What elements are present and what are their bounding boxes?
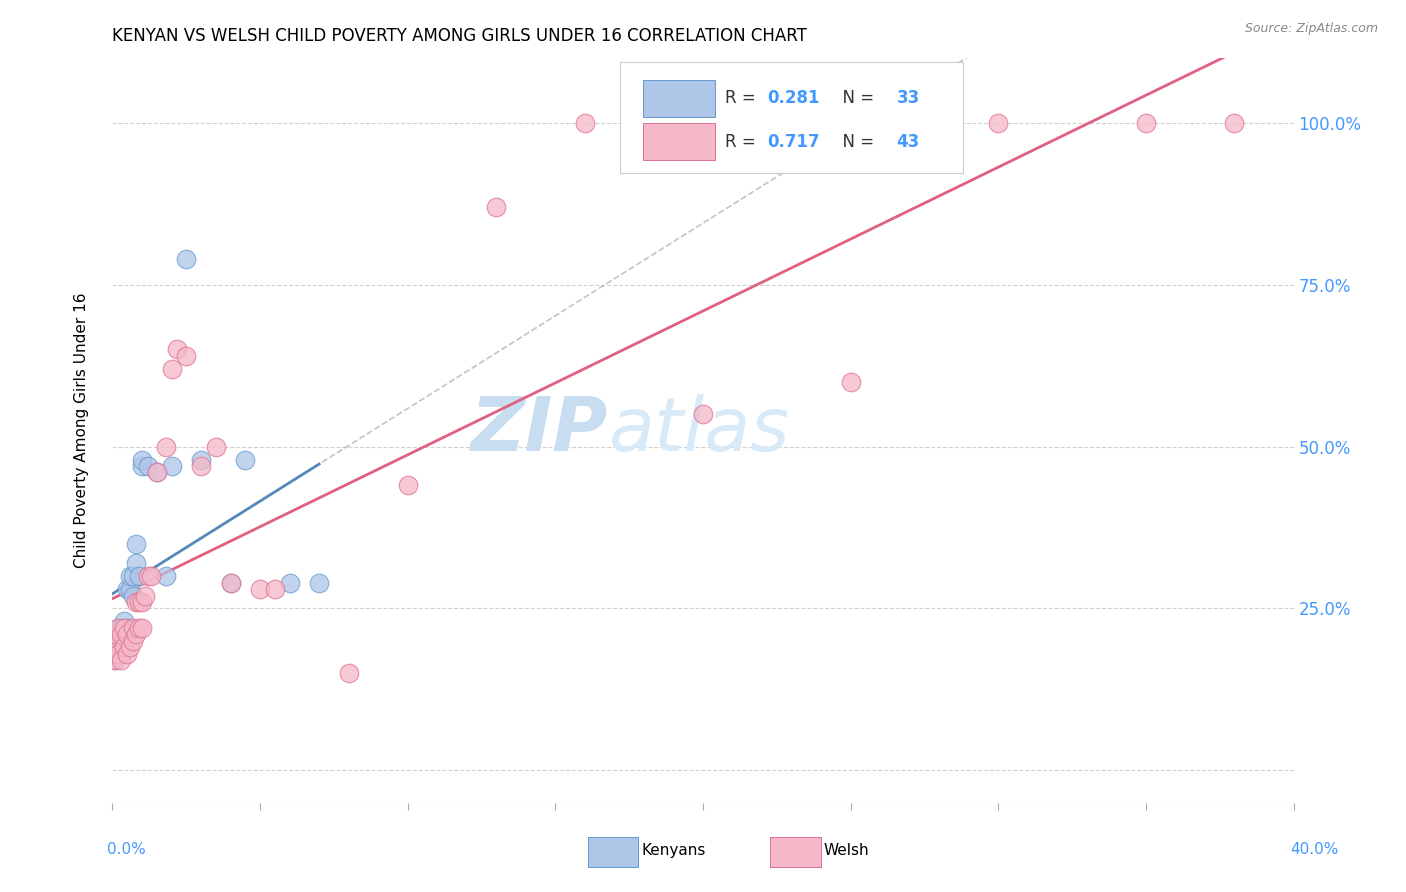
Point <box>122 633 145 648</box>
Point <box>112 621 135 635</box>
Point <box>104 653 127 667</box>
Point <box>112 640 135 655</box>
Point <box>112 615 135 629</box>
Point <box>485 200 508 214</box>
Point <box>205 440 228 454</box>
Point <box>146 466 169 480</box>
Point <box>337 666 360 681</box>
Point <box>125 556 148 570</box>
Point <box>134 589 156 603</box>
Point <box>104 627 127 641</box>
Point <box>1223 116 1246 130</box>
Text: 0.717: 0.717 <box>766 133 820 151</box>
Point <box>112 640 135 655</box>
Point <box>110 621 132 635</box>
Point <box>117 633 138 648</box>
Point <box>104 653 127 667</box>
Text: 40.0%: 40.0% <box>1291 842 1339 856</box>
Point <box>107 640 129 655</box>
Point <box>219 575 242 590</box>
Point <box>278 575 301 590</box>
Point <box>107 621 129 635</box>
Point <box>574 116 596 130</box>
Point <box>120 582 142 596</box>
Point <box>107 647 129 661</box>
Point <box>136 458 159 473</box>
Point <box>107 627 129 641</box>
Point <box>928 116 950 130</box>
Point <box>125 537 148 551</box>
Point <box>110 633 132 648</box>
Point <box>117 582 138 596</box>
Point <box>120 569 142 583</box>
Text: ZIP: ZIP <box>471 394 609 467</box>
Point <box>249 582 271 596</box>
FancyBboxPatch shape <box>643 123 714 161</box>
Point <box>128 595 150 609</box>
Point <box>107 621 129 635</box>
Point <box>110 653 132 667</box>
Point <box>174 252 197 266</box>
Point <box>160 362 183 376</box>
Point <box>839 375 862 389</box>
Text: N =: N = <box>832 89 879 107</box>
Point <box>155 440 177 454</box>
Point <box>131 458 153 473</box>
Point <box>104 633 127 648</box>
Text: 0.281: 0.281 <box>766 89 820 107</box>
Text: 33: 33 <box>897 89 920 107</box>
Point <box>120 640 142 655</box>
Point <box>131 621 153 635</box>
Point <box>128 569 150 583</box>
Point <box>125 627 148 641</box>
Point <box>190 458 212 473</box>
Point <box>219 575 242 590</box>
Point <box>110 627 132 641</box>
Y-axis label: Child Poverty Among Girls Under 16: Child Poverty Among Girls Under 16 <box>75 293 89 568</box>
Point <box>122 621 145 635</box>
Point <box>308 575 330 590</box>
Point <box>190 452 212 467</box>
Point <box>128 621 150 635</box>
Point <box>146 466 169 480</box>
Point <box>104 647 127 661</box>
Point <box>160 458 183 473</box>
Point <box>692 407 714 421</box>
Point <box>117 627 138 641</box>
Text: Kenyans: Kenyans <box>641 844 706 858</box>
Text: N =: N = <box>832 133 879 151</box>
Text: 0.0%: 0.0% <box>107 842 146 856</box>
Text: R =: R = <box>725 89 762 107</box>
FancyBboxPatch shape <box>643 79 714 117</box>
Text: 43: 43 <box>897 133 920 151</box>
Text: atlas: atlas <box>609 394 790 467</box>
Text: Source: ZipAtlas.com: Source: ZipAtlas.com <box>1244 22 1378 36</box>
Point <box>139 569 162 583</box>
FancyBboxPatch shape <box>620 62 963 173</box>
Point <box>125 595 148 609</box>
Point <box>110 647 132 661</box>
Text: Welsh: Welsh <box>824 844 869 858</box>
Point <box>117 621 138 635</box>
Point <box>117 647 138 661</box>
Point <box>233 452 256 467</box>
Point <box>122 589 145 603</box>
Text: R =: R = <box>725 133 762 151</box>
Point <box>264 582 287 596</box>
Point <box>166 343 188 357</box>
Text: KENYAN VS WELSH CHILD POVERTY AMONG GIRLS UNDER 16 CORRELATION CHART: KENYAN VS WELSH CHILD POVERTY AMONG GIRL… <box>112 28 807 45</box>
Point <box>396 478 419 492</box>
Point <box>131 595 153 609</box>
Point <box>1135 116 1157 130</box>
Point <box>987 116 1010 130</box>
Point <box>122 569 145 583</box>
Point <box>174 349 197 363</box>
Point <box>104 640 127 655</box>
Point <box>136 569 159 583</box>
Point <box>155 569 177 583</box>
Point <box>131 452 153 467</box>
